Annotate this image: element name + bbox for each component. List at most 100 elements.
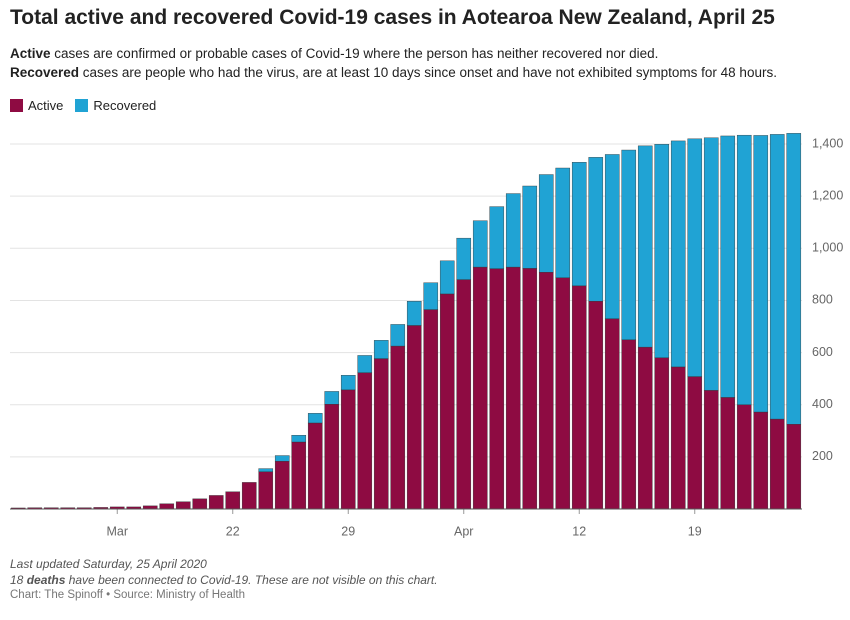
bar xyxy=(192,498,208,510)
subtitle-text: cases are people who had the virus, are … xyxy=(79,65,777,80)
bar xyxy=(423,282,439,310)
bar xyxy=(258,468,274,472)
bar xyxy=(406,325,422,510)
bar xyxy=(687,376,703,510)
legend-item: Recovered xyxy=(75,98,156,113)
bar xyxy=(588,301,604,510)
legend-item: Active xyxy=(10,98,63,113)
bar xyxy=(736,134,752,405)
subtitle-line: Recovered cases are people who had the v… xyxy=(10,63,777,82)
bar xyxy=(621,149,637,341)
x-tick-label: 29 xyxy=(341,524,355,538)
bar xyxy=(670,366,686,510)
bar xyxy=(654,357,670,510)
bar xyxy=(670,140,686,368)
bar xyxy=(439,260,455,295)
bar xyxy=(274,455,290,462)
bar xyxy=(571,285,587,510)
legend-label: Recovered xyxy=(93,98,157,113)
subtitle-line: Active cases are confirmed or probable c… xyxy=(10,44,777,63)
subtitle-text: cases are confirmed or probable cases of… xyxy=(50,46,659,61)
bar xyxy=(571,162,587,287)
bar xyxy=(538,272,554,510)
bar xyxy=(720,397,736,510)
y-tick-label: 1,400 xyxy=(812,136,843,150)
bar xyxy=(604,318,620,510)
x-tick-label: 19 xyxy=(688,524,702,538)
y-tick-label: 1,200 xyxy=(812,188,843,202)
bar xyxy=(324,404,340,510)
bar xyxy=(786,424,802,510)
note-line: 18 deaths have been connected to Covid-1… xyxy=(10,572,438,588)
bar xyxy=(753,411,769,510)
bar xyxy=(604,154,620,319)
bar xyxy=(538,174,554,273)
subtitle-bold: Active xyxy=(10,46,51,61)
legend-swatch xyxy=(75,99,89,112)
subtitle: Active cases are confirmed or probable c… xyxy=(10,44,777,82)
bar xyxy=(406,301,422,326)
bar xyxy=(489,206,505,269)
bar xyxy=(373,358,389,510)
y-tick-label: 200 xyxy=(812,449,833,463)
bar xyxy=(769,134,785,420)
bar xyxy=(357,355,373,373)
bar xyxy=(703,137,719,391)
y-tick-label: 800 xyxy=(812,293,833,307)
bar xyxy=(637,346,653,510)
x-tick-label: Mar xyxy=(106,524,128,538)
bar xyxy=(225,491,241,510)
bar xyxy=(753,135,769,413)
bar xyxy=(786,133,802,425)
y-tick-label: 400 xyxy=(812,397,833,411)
bar xyxy=(307,413,323,424)
x-tick-label: Apr xyxy=(454,524,473,538)
bar xyxy=(555,167,571,278)
bar xyxy=(373,340,389,359)
bar xyxy=(687,138,703,377)
legend: Active Recovered xyxy=(10,98,156,113)
bar xyxy=(736,404,752,510)
bar xyxy=(522,185,538,269)
bar xyxy=(307,422,323,510)
x-tick-label: 22 xyxy=(226,524,240,538)
legend-swatch xyxy=(10,99,23,112)
bar xyxy=(456,279,472,510)
bar xyxy=(555,277,571,510)
note-text: Last updated Saturday, 25 April 2020 xyxy=(10,557,207,571)
bar xyxy=(241,482,257,510)
bar xyxy=(489,268,505,510)
note-before: 18 xyxy=(10,573,27,587)
bar xyxy=(703,390,719,510)
bar xyxy=(390,324,406,347)
bar xyxy=(340,389,356,510)
bar xyxy=(588,157,604,302)
bar xyxy=(456,237,472,280)
bar xyxy=(390,345,406,510)
bar xyxy=(654,144,670,358)
notes: Last updated Saturday, 25 April 2020 18 d… xyxy=(10,556,438,588)
bar xyxy=(522,268,538,510)
note-bold: deaths xyxy=(26,573,66,587)
y-tick-label: 600 xyxy=(812,345,833,359)
y-tick-label: 1,000 xyxy=(812,241,843,255)
bar xyxy=(258,471,274,510)
bar xyxy=(472,266,488,510)
bar xyxy=(274,461,290,510)
note-line: Last updated Saturday, 25 April 2020 xyxy=(10,556,438,572)
bar xyxy=(324,391,340,405)
bar xyxy=(291,441,307,510)
bar xyxy=(340,375,356,391)
bar xyxy=(637,145,653,348)
bar xyxy=(175,501,191,510)
legend-label: Active xyxy=(28,98,64,113)
x-tick-label: 12 xyxy=(572,524,586,538)
bar xyxy=(423,309,439,510)
subtitle-bold: Recovered xyxy=(10,65,80,80)
bar xyxy=(621,339,637,510)
note-after: have been connected to Covid-19. These a… xyxy=(65,573,438,587)
chart-title: Total active and recovered Covid-19 case… xyxy=(10,6,775,29)
bar xyxy=(769,418,785,510)
